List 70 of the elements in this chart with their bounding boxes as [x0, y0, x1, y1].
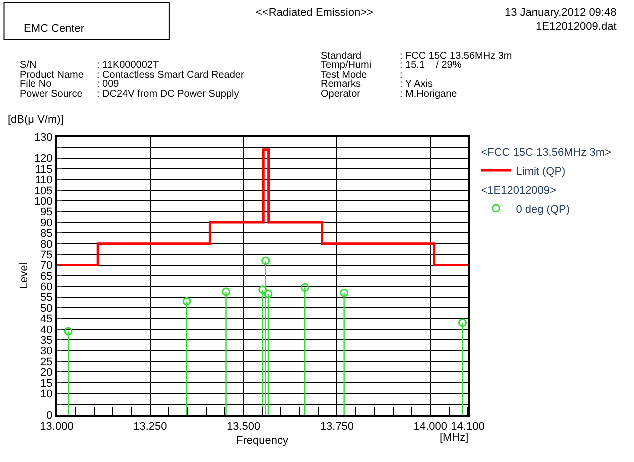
- y-tick-label: 115: [35, 164, 53, 176]
- text: : M.Horigane: [400, 89, 458, 100]
- text: <1E12012009>: [481, 184, 556, 197]
- x-tick-label: 13.750: [320, 421, 354, 434]
- text: Operator: [321, 89, 362, 100]
- y-tick-label: 95: [40, 206, 53, 219]
- y-tick-label: 85: [40, 228, 53, 240]
- y-tick-label: 20: [40, 367, 53, 380]
- legend-label: Limit (QP): [516, 166, 566, 178]
- y-tick-label: 45: [40, 314, 53, 326]
- point: [182, 297, 192, 306]
- y-tick-label: 80: [40, 238, 53, 251]
- legend-label: 0 deg (QP): [516, 204, 570, 216]
- x-tick-label: 13.500: [226, 421, 261, 434]
- text: :: [400, 70, 403, 81]
- y-tick-label: 30: [40, 346, 53, 358]
- y-tick-label: 60: [40, 282, 53, 294]
- x-axis-title: Frequency: [236, 434, 289, 447]
- text: [dB(μ V/m)]: [8, 114, 64, 126]
- point: [264, 290, 273, 298]
- x-tick-label: 13.000: [40, 421, 74, 434]
- y-tick-label: 70: [40, 260, 53, 272]
- y-tick-label: 25: [40, 356, 53, 368]
- text: [MHz]: [440, 432, 469, 444]
- text: : DC24V from DC Power Supply: [97, 89, 240, 100]
- text: File No: [20, 79, 52, 90]
- text: : 11K000002T: [97, 60, 160, 71]
- y-tick-label: 55: [40, 292, 53, 304]
- point: [458, 318, 468, 328]
- point: [300, 284, 310, 292]
- text: Power Source: [20, 89, 84, 100]
- text: Test Mode: [321, 70, 368, 81]
- point: [64, 327, 73, 336]
- x-tick-label: 14.000: [414, 421, 448, 434]
- y-tick-label: 40: [40, 324, 53, 336]
- text: : Contactless Smart Card Reader: [97, 70, 245, 81]
- point: [262, 256, 270, 266]
- y-axis-title: Level: [18, 262, 31, 290]
- text: : FCC 15C 13.56MHz 3m: [400, 51, 512, 62]
- text: : Y Axis: [400, 79, 433, 90]
- text: Standard: [321, 51, 362, 62]
- y-tick-label: 15: [40, 378, 53, 390]
- x-tick-label: 14.100: [451, 421, 485, 434]
- y-tick-label: 75: [40, 249, 53, 262]
- text: Remarks: [321, 79, 362, 90]
- text: Temp/Humi: [321, 60, 372, 71]
- y-tick-label: 130: [34, 132, 53, 144]
- text: EMC Center: [24, 23, 85, 35]
- x-tick-label: 13.250: [134, 421, 168, 434]
- text: <<Radiated Emission>>: [256, 7, 374, 19]
- y-tick-label: 65: [40, 270, 53, 283]
- text: : 009: [97, 79, 120, 90]
- point: [258, 286, 268, 294]
- y-tick-label: 50: [40, 302, 53, 315]
- y-tick-label: 90: [40, 217, 53, 230]
- text: 13 January,2012 09:48: [505, 7, 617, 19]
- y-tick-label: 105: [34, 185, 53, 198]
- y-tick-label: 100: [34, 196, 53, 208]
- y-tick-label: 110: [35, 174, 53, 187]
- text: S/N: [20, 60, 37, 71]
- text: <FCC 15C 13.56MHz 3m>: [481, 146, 612, 159]
- y-tick-label: 35: [40, 335, 53, 347]
- point: [340, 288, 349, 298]
- point: [222, 288, 231, 296]
- text: : 15.1 / 29%: [400, 60, 462, 71]
- text: 1E12012009.dat: [536, 21, 617, 33]
- text: Product Name: [20, 70, 84, 81]
- y-tick-label: 120: [34, 153, 53, 166]
- y-tick-label: 0: [46, 410, 53, 422]
- y-tick-label: 10: [40, 388, 53, 400]
